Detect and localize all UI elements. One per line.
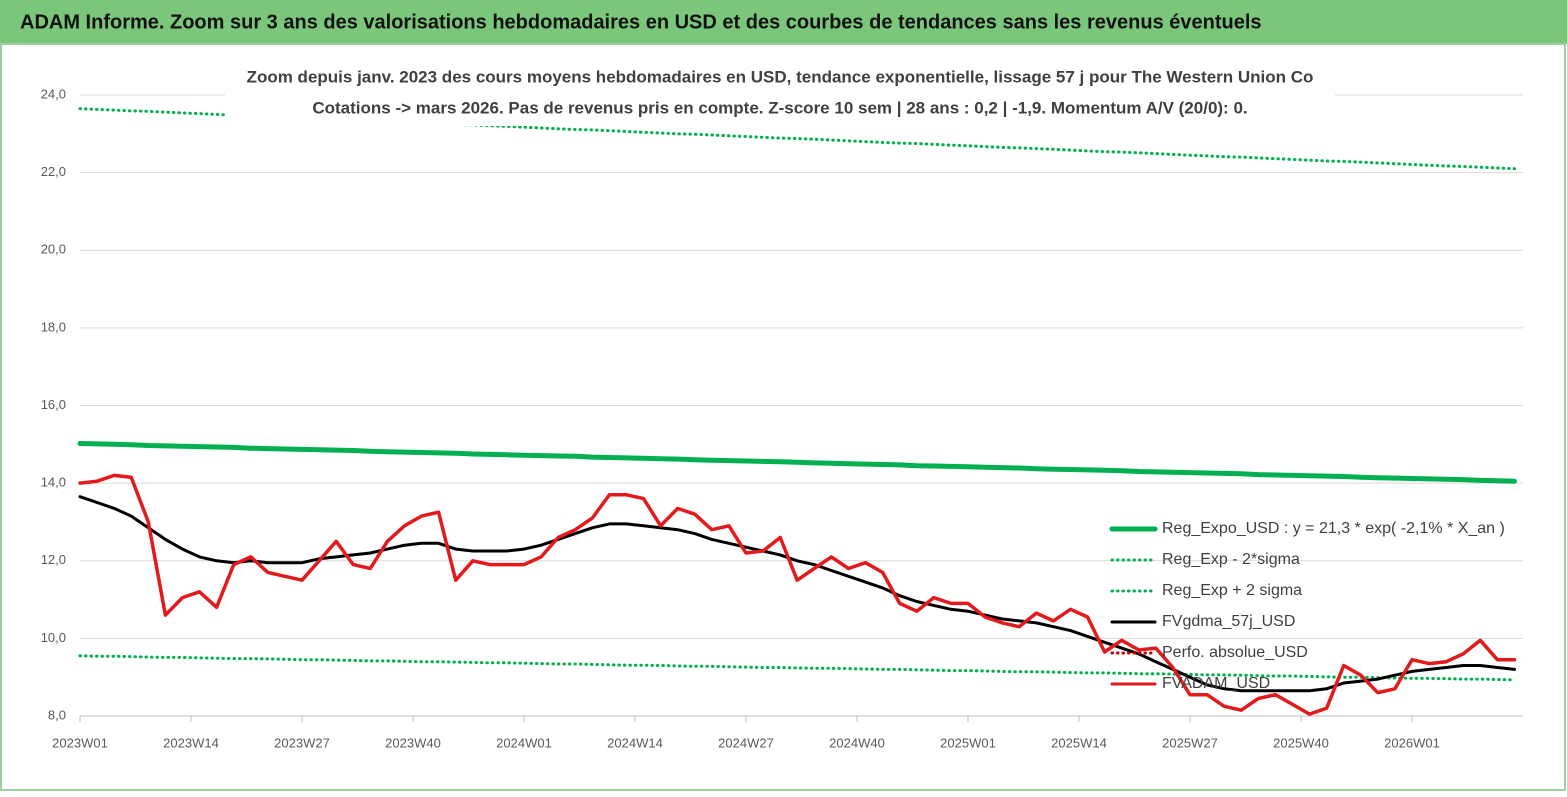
- y-tick-label: 16,0: [41, 397, 66, 412]
- x-tick-label: 2023W14: [163, 735, 219, 750]
- subtitle: Zoom depuis janv. 2023 des cours moyens …: [247, 67, 1314, 86]
- x-tick-label: 2024W27: [718, 735, 774, 750]
- y-tick-label: 24,0: [41, 86, 66, 101]
- x-tick-label: 2026W01: [1384, 735, 1440, 750]
- y-tick-label: 12,0: [41, 552, 66, 567]
- chart-title: ADAM Informe. Zoom sur 3 ans des valoris…: [20, 11, 1262, 33]
- x-tick-label: 2024W01: [496, 735, 552, 750]
- legend-label: Reg_Expo_USD : y = 21,3 * exp( -2,1% * X…: [1162, 520, 1505, 537]
- y-tick-label: 14,0: [41, 475, 66, 490]
- x-tick-label: 2023W27: [274, 735, 330, 750]
- y-tick-label: 18,0: [41, 319, 66, 334]
- x-tick-label: 2025W40: [1273, 735, 1329, 750]
- legend-label: Reg_Exp - 2*sigma: [1162, 551, 1300, 568]
- header-bar: [0, 0, 1567, 44]
- x-tick-label: 2025W14: [1051, 735, 1107, 750]
- x-tick-label: 2023W40: [385, 735, 441, 750]
- y-tick-label: 8,0: [48, 707, 66, 722]
- x-tick-label: 2023W01: [52, 735, 108, 750]
- x-tick-label: 2025W01: [940, 735, 996, 750]
- y-tick-label: 22,0: [41, 164, 66, 179]
- legend-label: Reg_Exp + 2 sigma: [1162, 582, 1302, 599]
- subtitle-box: [225, 62, 1335, 126]
- legend-label: FVgdma_57j_USD: [1162, 613, 1295, 630]
- y-tick-label: 10,0: [41, 630, 66, 645]
- legend-label: Perfo. absolue_USD: [1162, 644, 1308, 661]
- subtitle: Cotations -> mars 2026. Pas de revenus p…: [312, 98, 1247, 117]
- frame: [0, 43, 1566, 791]
- x-tick-label: 2024W40: [829, 735, 885, 750]
- legend-label: FVADAM_USD: [1162, 675, 1270, 692]
- x-tick-label: 2024W14: [607, 735, 663, 750]
- x-tick-label: 2025W27: [1162, 735, 1218, 750]
- y-tick-label: 20,0: [41, 242, 66, 257]
- series-line: [77, 441, 1517, 484]
- series-line: [78, 473, 1517, 716]
